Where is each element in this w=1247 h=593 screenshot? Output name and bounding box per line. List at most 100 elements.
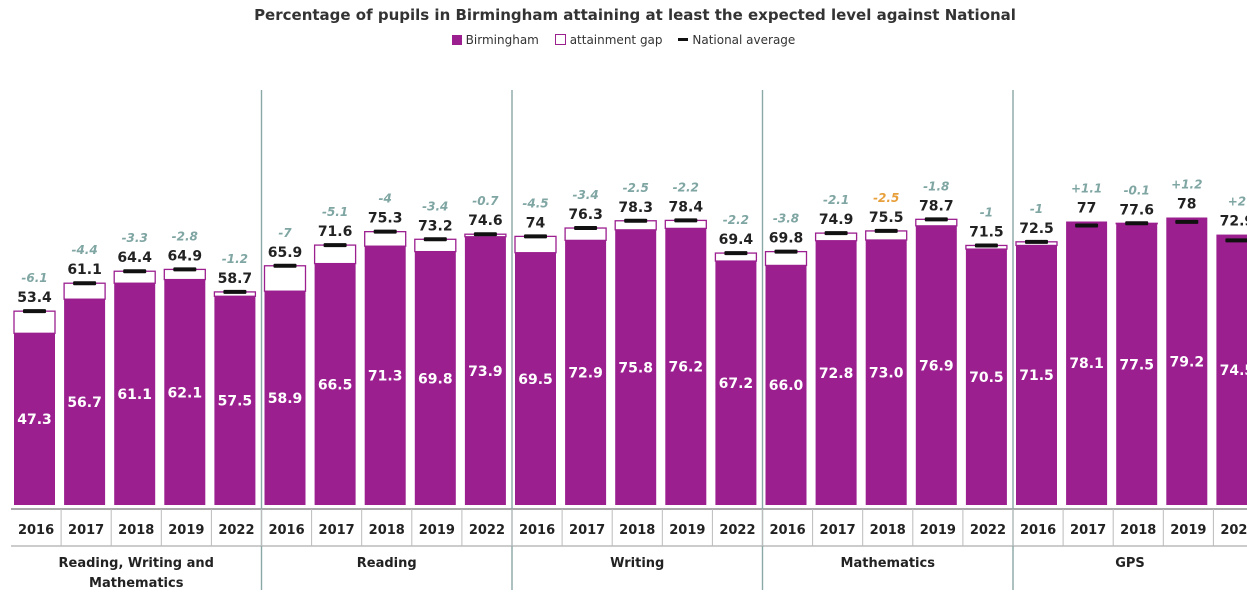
birmingham-bar [865, 240, 907, 505]
difference-label: -7 [278, 226, 292, 240]
national-value-label: 58.7 [218, 271, 253, 287]
birmingham-value-label: 75.8 [618, 360, 653, 376]
national-value-label: 75.5 [869, 210, 904, 226]
national-value-label: 64.9 [168, 248, 203, 264]
birmingham-value-label: 66.0 [769, 378, 804, 394]
birmingham-bar [765, 265, 807, 505]
birmingham-value-label: 57.5 [218, 394, 253, 410]
birmingham-bar [565, 240, 607, 506]
year-tick-label: 2017 [1070, 523, 1106, 538]
birmingham-value-label: 78.1 [1069, 356, 1104, 372]
national-average-marker [123, 269, 147, 274]
national-value-label: 72.9 [1220, 214, 1247, 230]
birmingham-bar [1016, 245, 1057, 505]
national-value-label: 74 [526, 215, 546, 231]
difference-label: -5.1 [322, 205, 348, 219]
national-value-label: 69.8 [769, 231, 804, 247]
national-average-marker [173, 267, 197, 272]
year-tick-label: 2018 [1120, 523, 1156, 538]
birmingham-value-label: 47.3 [17, 412, 52, 428]
legend-label-birmingham: Birmingham [465, 32, 539, 47]
national-value-label: 78.4 [669, 199, 704, 215]
national-average-marker [23, 309, 46, 314]
birmingham-bar [1066, 221, 1108, 505]
birmingham-bar [915, 225, 957, 505]
national-average-marker [724, 251, 748, 256]
national-value-label: 65.9 [268, 245, 303, 261]
national-average-marker [1025, 239, 1048, 244]
birmingham-value-label: 72.8 [819, 366, 854, 382]
birmingham-bar [515, 252, 556, 505]
national-value-label: 73.2 [418, 218, 453, 234]
difference-label: -4.5 [522, 196, 548, 210]
national-average-marker [624, 218, 648, 223]
national-value-label: 74.9 [819, 212, 854, 228]
year-tick-label: 2019 [168, 523, 204, 538]
year-tick-label: 2018 [870, 523, 906, 538]
birmingham-bar [615, 229, 657, 505]
group-label: Mathematics [89, 576, 184, 591]
birmingham-value-label: 76.9 [919, 358, 954, 374]
difference-label: -2.2 [673, 180, 699, 194]
legend-item-birmingham: Birmingham [451, 32, 539, 47]
legend-item-national-average: National average [678, 33, 795, 47]
birmingham-value-label: 72.9 [568, 366, 603, 382]
national-average-marker [1075, 223, 1099, 228]
year-tick-label: 2016 [1020, 523, 1056, 538]
legend-swatch-national-average [678, 37, 689, 41]
year-tick-label: 2022 [719, 523, 755, 538]
difference-label: -2.2 [723, 213, 749, 227]
legend-swatch-birmingham [451, 34, 462, 45]
year-tick-label: 2018 [369, 523, 405, 538]
national-value-label: 77 [1077, 200, 1096, 216]
difference-label: -2.1 [823, 193, 849, 207]
group-label: Reading, Writing and [59, 556, 214, 571]
difference-label: -2.5 [623, 181, 649, 195]
birmingham-bar [214, 296, 256, 505]
birmingham-bar [464, 236, 506, 506]
national-average-marker [373, 229, 397, 234]
year-tick-label: 2022 [970, 523, 1006, 538]
gap-bar [764, 250, 808, 267]
national-value-label: 64.4 [117, 250, 152, 266]
national-average-marker [423, 237, 447, 242]
birmingham-value-label: 69.8 [418, 371, 453, 387]
national-value-label: 74.6 [468, 213, 503, 229]
group-label: Writing [610, 556, 664, 571]
birmingham-value-label: 58.9 [268, 391, 303, 407]
difference-label: -4 [379, 192, 392, 206]
birmingham-bar [665, 228, 707, 506]
national-average-marker [774, 249, 798, 254]
national-average-marker [874, 228, 898, 233]
national-average-marker [574, 226, 598, 231]
gap-bar [514, 235, 557, 254]
birmingham-value-label: 73.0 [869, 366, 904, 382]
national-average-marker [1125, 221, 1149, 226]
difference-label: -3.4 [572, 188, 598, 202]
year-tick-label: 2022 [469, 523, 505, 538]
national-average-marker [1175, 219, 1199, 224]
national-value-label: 69.4 [719, 232, 754, 248]
birmingham-value-label: 69.5 [518, 372, 553, 388]
national-average-marker [273, 263, 297, 268]
group-label: Reading [357, 556, 417, 571]
gap-bar [313, 244, 357, 265]
difference-label: -6.1 [21, 271, 47, 285]
national-average-marker [824, 231, 848, 236]
year-tick-label: 2017 [68, 523, 104, 538]
gap-bar [63, 282, 106, 300]
birmingham-bar [114, 283, 156, 505]
national-value-label: 78.3 [618, 200, 653, 216]
national-value-label: 75.3 [368, 211, 403, 227]
national-average-marker [974, 243, 998, 248]
national-value-label: 71.6 [318, 224, 353, 240]
difference-label: +1.1 [1071, 181, 1102, 195]
difference-label: -0.7 [472, 194, 499, 208]
birmingham-value-label: 73.9 [468, 364, 503, 380]
difference-label: -1 [1030, 202, 1043, 216]
legend-label-attainment-gap: attainment gap [569, 32, 663, 47]
year-tick-label: 2019 [1170, 523, 1206, 538]
birmingham-value-label: 67.2 [719, 376, 754, 392]
year-tick-label: 2016 [769, 523, 805, 538]
gap-bar [263, 265, 307, 292]
